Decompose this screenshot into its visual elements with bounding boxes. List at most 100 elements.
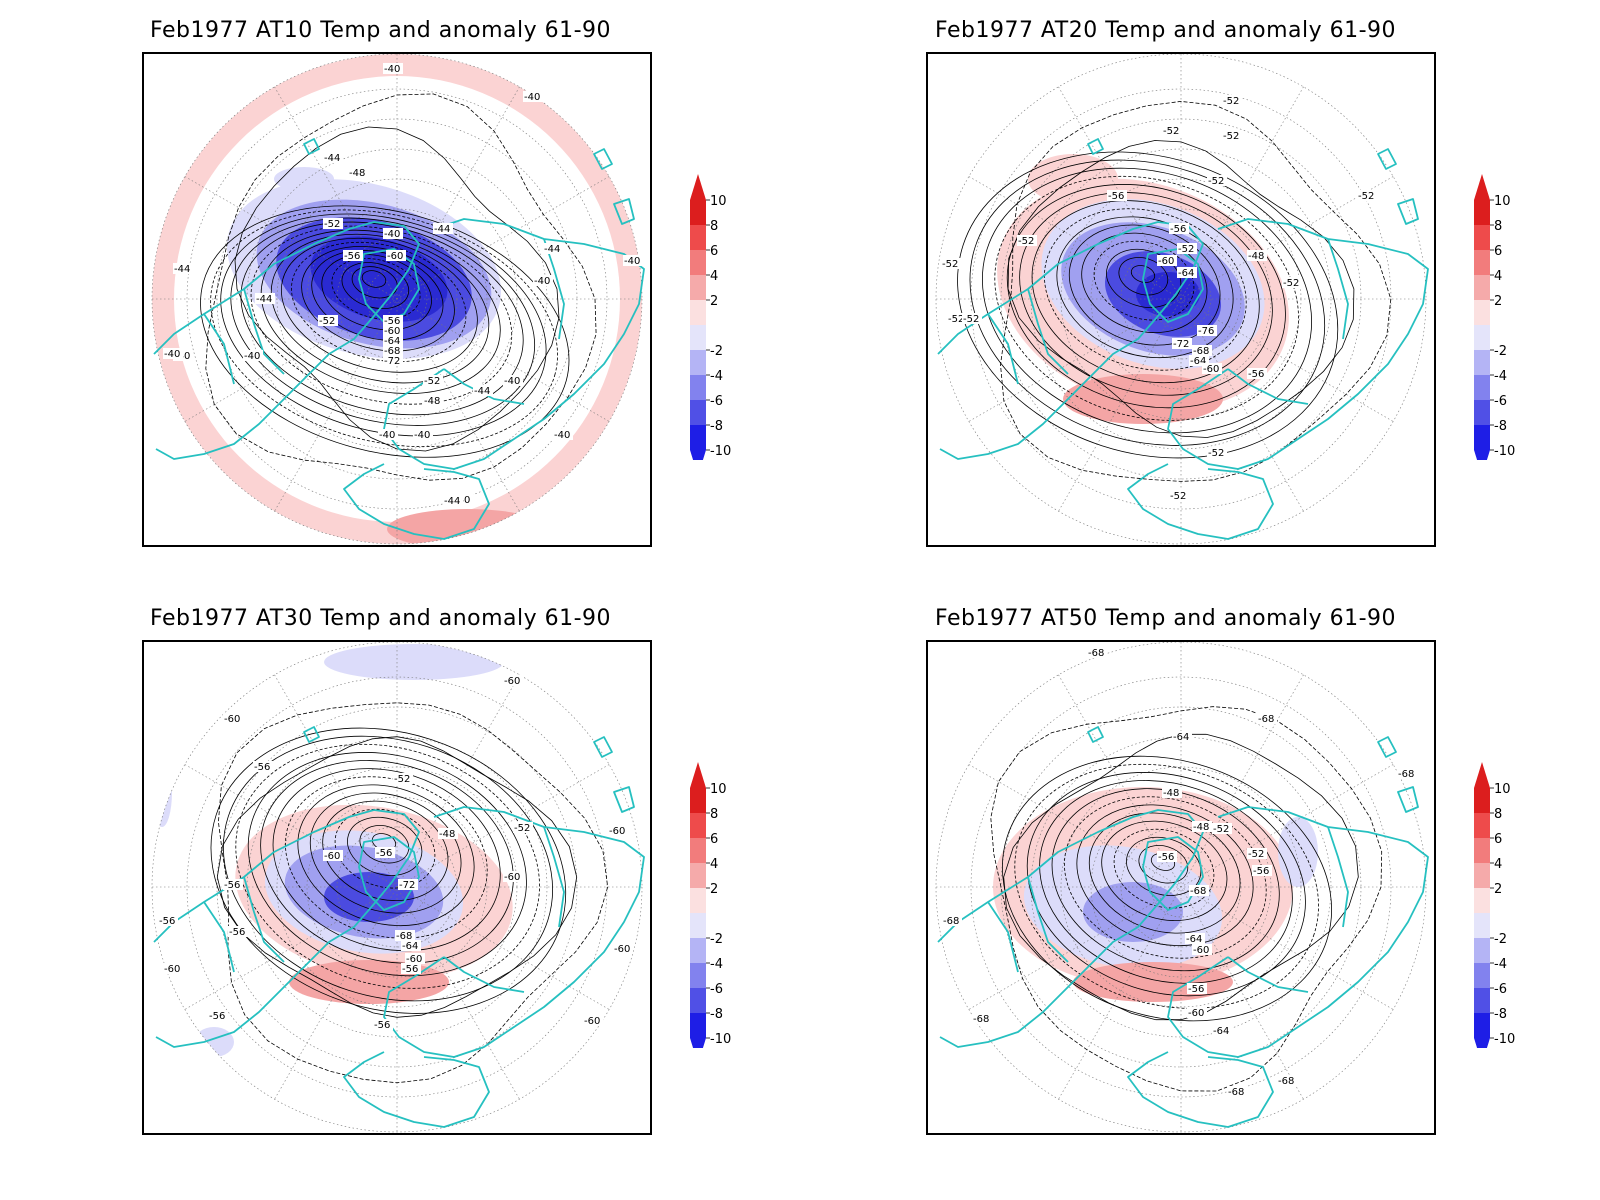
contour-label: -40 xyxy=(244,351,260,362)
contour-label: -52 xyxy=(1358,191,1374,202)
colorbar-segment xyxy=(1474,1013,1490,1038)
contour-label-bg xyxy=(383,315,403,326)
contour-label: -68 xyxy=(1278,1076,1294,1087)
contour-label: -64 xyxy=(1190,356,1206,367)
contour-labels: -60-60-56-52-48-52-60 -56-56-60-56-56-72-… xyxy=(158,675,633,1031)
contour-labels: -40-40-44-48-52-56 -60-44-44-44-44-40-40-… xyxy=(163,63,643,507)
contour-label-bg xyxy=(253,761,273,772)
contour-label-bg xyxy=(1212,1025,1232,1036)
colorbar-segment xyxy=(690,788,706,813)
contour-label: -56 xyxy=(1253,866,1269,877)
contour-label-bg xyxy=(1177,267,1197,278)
colorbar-top-arrow xyxy=(1474,174,1490,200)
contour-label: -56 xyxy=(159,916,175,927)
contour-label: -40 xyxy=(504,376,520,387)
contour-lines xyxy=(990,706,1383,1092)
colorbar-segment xyxy=(1474,225,1490,250)
contour-label-bg xyxy=(503,871,523,882)
contour-label-bg xyxy=(1202,363,1222,374)
contour-label: -40 xyxy=(379,430,395,441)
contour-label-bg xyxy=(513,822,533,833)
contour-label: -52 xyxy=(1248,849,1264,860)
contour-label-bg xyxy=(395,930,415,941)
contour-label-bg xyxy=(383,345,403,356)
contour-label: -52 xyxy=(1283,278,1299,289)
contour-label: -56 xyxy=(254,762,270,773)
colorbar-tick-label: -2 xyxy=(1494,932,1507,947)
colorbar-tick-label: 6 xyxy=(710,832,718,847)
lat-lon-grid xyxy=(151,54,643,545)
contour-label: -52 xyxy=(1018,236,1034,247)
contour-label: -68 xyxy=(973,1014,989,1025)
contour-labels: -68-68-64-48-48 -52-56 -52-56-68-64-60-56-… xyxy=(942,647,1417,1098)
contour-label-bg xyxy=(438,828,458,839)
contour-label: -56 xyxy=(224,880,240,891)
panel-title-at30: Feb1977 AT30 Temp and anomaly 61-90 xyxy=(150,606,612,631)
colorbar-tick-label: -10 xyxy=(710,444,731,459)
colorbar-segment xyxy=(690,200,706,225)
contour-label: -52 xyxy=(394,774,410,785)
colorbar-tick-label: -2 xyxy=(710,344,723,359)
contour-label-bg xyxy=(523,91,543,102)
contour-label-bg xyxy=(223,713,243,724)
contour-label-bg xyxy=(386,250,406,261)
contour-label-bg xyxy=(423,375,443,386)
contour-label-bg xyxy=(163,348,183,359)
contour-label: -60 xyxy=(504,872,520,883)
contour-label-bg xyxy=(1087,647,1107,658)
colorbar-segment xyxy=(690,250,706,275)
contour-label: -52 xyxy=(1178,244,1194,255)
colorbar-segment xyxy=(690,963,706,988)
contour-label: -60 xyxy=(584,1016,600,1027)
contour-label: -60 xyxy=(387,251,403,262)
contour-label: -64 xyxy=(1178,268,1194,279)
contour-label: -52 xyxy=(324,219,340,230)
contour-label: -68 xyxy=(943,916,959,927)
contour-label-bg xyxy=(1207,175,1227,186)
contour-label-bg xyxy=(398,879,418,890)
contour-label-bg xyxy=(553,429,573,440)
colorbar-segment xyxy=(1474,325,1490,350)
colorbar-segment xyxy=(1474,200,1490,225)
colorbar-segment xyxy=(1474,863,1490,888)
contour-label-bg xyxy=(1187,1007,1207,1018)
contour-label-bg xyxy=(1162,787,1182,798)
colorbar-tick-label: 10 xyxy=(1494,782,1511,797)
contour-label-bg xyxy=(503,375,523,386)
colorbar-segment xyxy=(1474,913,1490,938)
contour-label: -68 xyxy=(1228,1087,1244,1098)
coastlines xyxy=(937,138,1429,540)
contour-label: -68 xyxy=(384,346,400,357)
colorbar-segment xyxy=(690,425,706,450)
colorbar-tick-label: 4 xyxy=(710,857,718,872)
contour-label: -56 xyxy=(1188,984,1204,995)
contour-label-bg xyxy=(1172,731,1192,742)
contour-label: -48 xyxy=(439,829,455,840)
colorbar-bottom-arrow xyxy=(690,1038,706,1048)
contour-label: -64 xyxy=(384,336,400,347)
colorbar-segment xyxy=(1474,938,1490,963)
contour-label-bg xyxy=(1192,944,1212,955)
colorbar-bottom-arrow xyxy=(1474,450,1490,460)
contour-label-bg xyxy=(1192,821,1212,832)
contour-label-bg xyxy=(1157,851,1177,862)
contour-label: -52 xyxy=(1223,131,1239,142)
contour-label-bg xyxy=(158,915,178,926)
contour-label-bg xyxy=(583,1015,603,1026)
colorbar-tick-label: 8 xyxy=(1494,807,1502,822)
colorbar-tick-label: 4 xyxy=(710,269,718,284)
map-at20-svg: -52-52 -52-52-56-52-52-52-52-60-64-56-52-… xyxy=(935,54,1429,545)
contour-label-bg xyxy=(1247,848,1267,859)
contour-label-bg xyxy=(378,429,398,440)
contour-label: -60 xyxy=(1203,364,1219,375)
contour-label: -68 xyxy=(1258,714,1274,725)
contour-label-bg xyxy=(1169,223,1189,234)
colorbar-tick-label: -4 xyxy=(1494,957,1507,972)
colorbar-bottom-arrow xyxy=(1474,1038,1490,1048)
contour-label: -48 xyxy=(1163,788,1179,799)
colorbar-tick-label: 2 xyxy=(710,294,718,309)
contour-label: -56 xyxy=(1108,191,1124,202)
contour-label: -72 xyxy=(384,356,400,367)
contour-label-bg xyxy=(1192,345,1212,356)
colorbar-tick-label: -10 xyxy=(1494,444,1515,459)
